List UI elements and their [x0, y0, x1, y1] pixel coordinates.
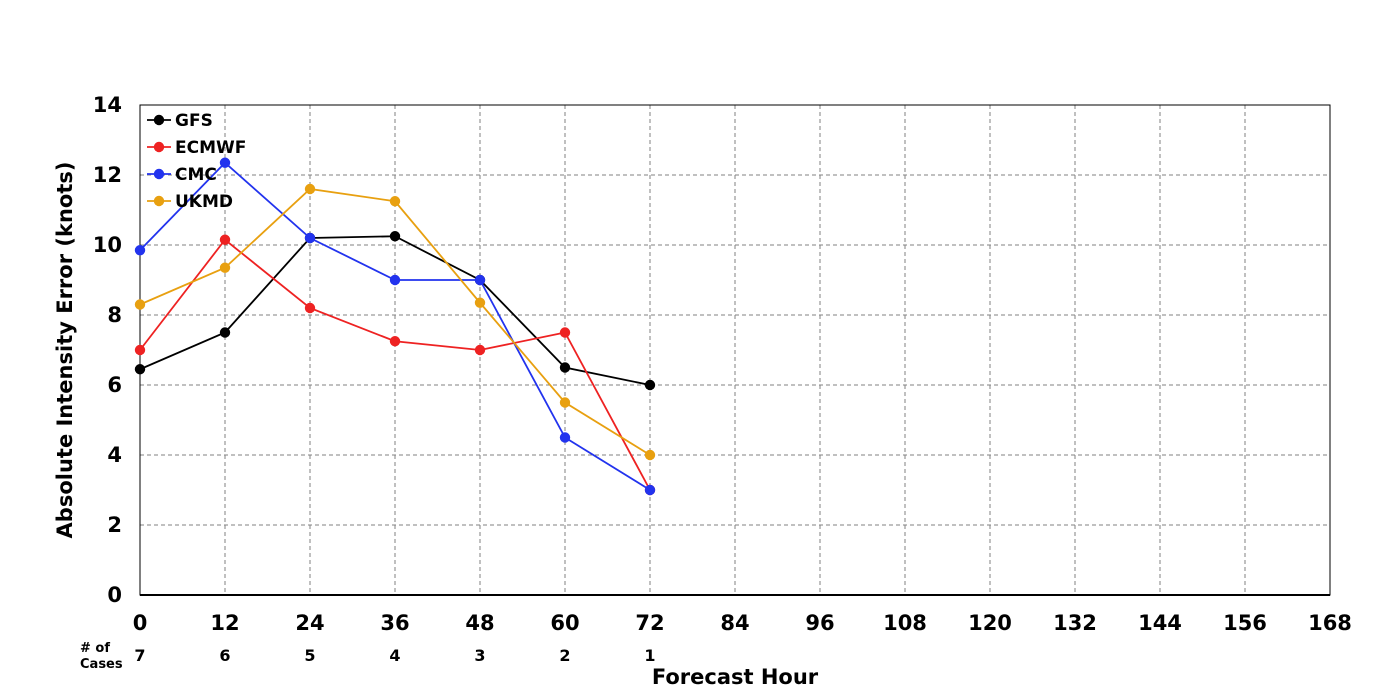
x-tick-label: 168: [1308, 611, 1352, 635]
y-tick-label: 4: [107, 443, 122, 467]
legend-item-ukmd: UKMD: [147, 192, 233, 212]
case-count: 2: [559, 646, 570, 665]
y-tick-label: 2: [107, 513, 122, 537]
x-axis-title: Forecast Hour: [652, 665, 819, 689]
case-count: 1: [644, 646, 655, 665]
legend: GFS ECMWF CMC UKMD: [147, 111, 246, 212]
case-count: 4: [389, 646, 400, 665]
x-tick-label: 108: [883, 611, 927, 635]
x-tick-label: 48: [465, 611, 494, 635]
legend-marker: [153, 195, 165, 207]
data-point-ecmwf: [474, 344, 486, 356]
x-tick-label: 60: [550, 611, 579, 635]
y-tick-label: 0: [107, 583, 122, 607]
data-point-ukmd: [559, 397, 571, 408]
data-point-ecmwf: [304, 302, 316, 314]
data-point-gfs: [219, 327, 231, 338]
grid: [140, 105, 1330, 595]
case-count: 7: [134, 646, 145, 665]
data-point-cmc: [219, 157, 231, 168]
data-point-ukmd: [304, 183, 316, 195]
legend-item-ecmwf: ECMWF: [147, 138, 246, 158]
x-tick-label: 72: [635, 611, 664, 635]
data-point-cmc: [559, 432, 571, 443]
x-tick-label: 36: [380, 611, 409, 635]
legend-label: ECMWF: [175, 138, 246, 158]
data-point-cmc: [474, 274, 486, 286]
data-point-gfs: [559, 362, 571, 373]
y-tick-label: 6: [107, 373, 122, 397]
data-point-ukmd: [389, 196, 401, 207]
y-axis-title: Absolute Intensity Error (knots): [53, 162, 77, 539]
x-tick-labels: 0 12 24 36 48 60 72 84 96 108 120 132 144 156 168: [133, 611, 1352, 635]
series-cmc: [134, 157, 656, 496]
legend-label: UKMD: [175, 192, 233, 212]
legend-item-gfs: GFS: [147, 111, 213, 131]
data-point-ecmwf: [219, 234, 231, 245]
legend-marker: [153, 141, 165, 153]
series: [134, 157, 656, 496]
y-tick-label: 10: [93, 233, 122, 257]
y-tick-label: 14: [93, 93, 122, 117]
cases-label-line1: # of: [80, 641, 110, 656]
data-point-gfs: [644, 379, 656, 391]
data-point-ecmwf: [389, 336, 401, 347]
y-tick-labels: 0 2 4 6 8 10 12 14: [93, 93, 122, 607]
case-count: 3: [474, 646, 485, 665]
data-point-ukmd: [134, 299, 146, 310]
data-point-ukmd: [219, 262, 231, 273]
legend-marker: [153, 168, 165, 180]
x-tick-label: 84: [720, 611, 749, 635]
data-point-cmc: [304, 232, 316, 244]
case-count: 6: [219, 646, 230, 665]
x-tick-label: 12: [210, 611, 239, 635]
x-tick-label: 120: [968, 611, 1012, 635]
data-point-gfs: [389, 231, 401, 242]
x-tick-label: 144: [1138, 611, 1182, 635]
data-point-ecmwf: [559, 327, 571, 338]
x-tick-label: 132: [1053, 611, 1097, 635]
y-tick-label: 8: [107, 303, 122, 327]
data-point-ecmwf: [134, 344, 146, 356]
data-point-ukmd: [474, 297, 486, 308]
legend-label: GFS: [175, 111, 213, 131]
data-point-cmc: [134, 245, 146, 256]
x-tick-label: 0: [133, 611, 148, 635]
data-point-ukmd: [644, 449, 656, 461]
series-ukmd: [134, 183, 656, 461]
data-point-cmc: [389, 274, 401, 286]
legend-marker: [153, 114, 165, 126]
legend-label: CMC: [175, 165, 217, 185]
x-tick-label: 96: [805, 611, 834, 635]
cases-row: # of Cases 7 6 5 4 3 2 1: [80, 641, 656, 672]
x-tick-label: 24: [295, 611, 324, 635]
data-point-cmc: [644, 484, 656, 496]
data-point-gfs: [134, 364, 146, 375]
case-count: 5: [304, 646, 315, 665]
legend-item-cmc: CMC: [147, 165, 217, 185]
x-tick-label: 156: [1223, 611, 1267, 635]
y-tick-label: 12: [93, 163, 122, 187]
cases-label-line2: Cases: [80, 657, 123, 672]
